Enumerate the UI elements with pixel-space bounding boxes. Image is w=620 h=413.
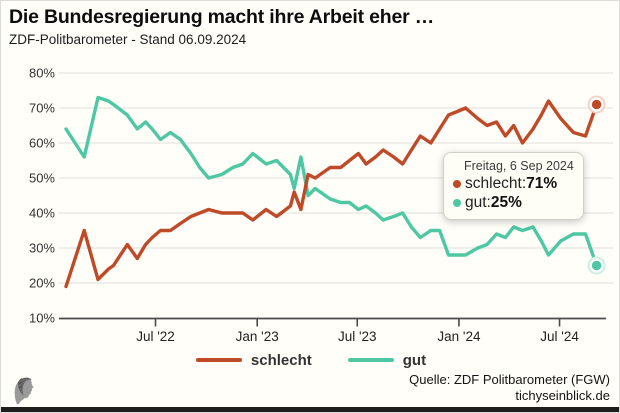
gut-bullet-icon bbox=[453, 198, 461, 207]
x-tick-label: Jul '23 bbox=[338, 329, 377, 344]
legend: schlecht gut bbox=[1, 349, 619, 371]
source-text: Quelle: ZDF Politbarometer (FGW) bbox=[409, 372, 610, 387]
y-tick-label: 70% bbox=[29, 101, 55, 116]
x-tick-label: Jul '24 bbox=[540, 329, 579, 344]
y-tick-label: 10% bbox=[29, 311, 55, 326]
chart-title: Die Bundesregierung macht ihre Arbeit eh… bbox=[9, 6, 434, 28]
hover-tooltip: Freitag, 6 Sep 2024 schlecht: 71% gut: 2… bbox=[443, 152, 584, 220]
y-tick-label: 50% bbox=[29, 171, 55, 186]
end-marker-dot-gut[interactable] bbox=[591, 260, 602, 271]
legend-item-gut[interactable]: gut bbox=[347, 351, 427, 369]
y-tick-label: 20% bbox=[29, 276, 55, 291]
y-tick-label: 40% bbox=[29, 206, 55, 221]
site-text: tichyseinblick.de bbox=[515, 388, 610, 403]
legend-label-schlecht: schlecht bbox=[250, 351, 312, 369]
plot-area[interactable]: 80% 70% 60% 50% 40% 30% 20% 10% Jul '22 Jan '23 Ju… bbox=[1, 1, 620, 347]
end-marker-dot-schlecht[interactable] bbox=[591, 99, 602, 110]
series-line-gut[interactable] bbox=[64, 95, 599, 268]
y-tick-label: 80% bbox=[29, 66, 55, 81]
tooltip-value-gut: 25% bbox=[490, 194, 522, 211]
x-tick-label: Jul '22 bbox=[136, 329, 175, 344]
footer-accent-bar bbox=[1, 407, 619, 412]
tooltip-value-schlecht: 71% bbox=[526, 175, 558, 192]
gut-line-swatch-icon bbox=[347, 357, 394, 363]
legend-item-schlecht[interactable]: schlecht bbox=[195, 351, 312, 369]
y-tick-label: 60% bbox=[29, 136, 55, 151]
source-attribution: Quelle: ZDF Politbarometer (FGW) tichyse… bbox=[409, 372, 610, 404]
tooltip-row-schlecht: schlecht: 71% bbox=[453, 174, 573, 193]
y-tick-label: 30% bbox=[29, 241, 55, 256]
x-tick-label: Jan '23 bbox=[236, 329, 279, 344]
legend-label-gut: gut bbox=[402, 351, 427, 369]
tooltip-row-gut: gut: 25% bbox=[453, 193, 573, 212]
schlecht-bullet-icon bbox=[453, 179, 461, 188]
series-line-schlecht[interactable] bbox=[64, 99, 599, 289]
tooltip-label-schlecht: schlecht: bbox=[465, 175, 527, 192]
chart-subtitle: ZDF-Politbarometer - Stand 06.09.2024 bbox=[9, 32, 247, 47]
tooltip-label-gut: gut: bbox=[465, 194, 491, 211]
brand-logo-head-icon bbox=[14, 377, 34, 404]
tooltip-date: Freitag, 6 Sep 2024 bbox=[464, 159, 574, 173]
schlecht-line-swatch-icon bbox=[195, 357, 242, 363]
x-tick-label: Jan '24 bbox=[437, 329, 481, 344]
